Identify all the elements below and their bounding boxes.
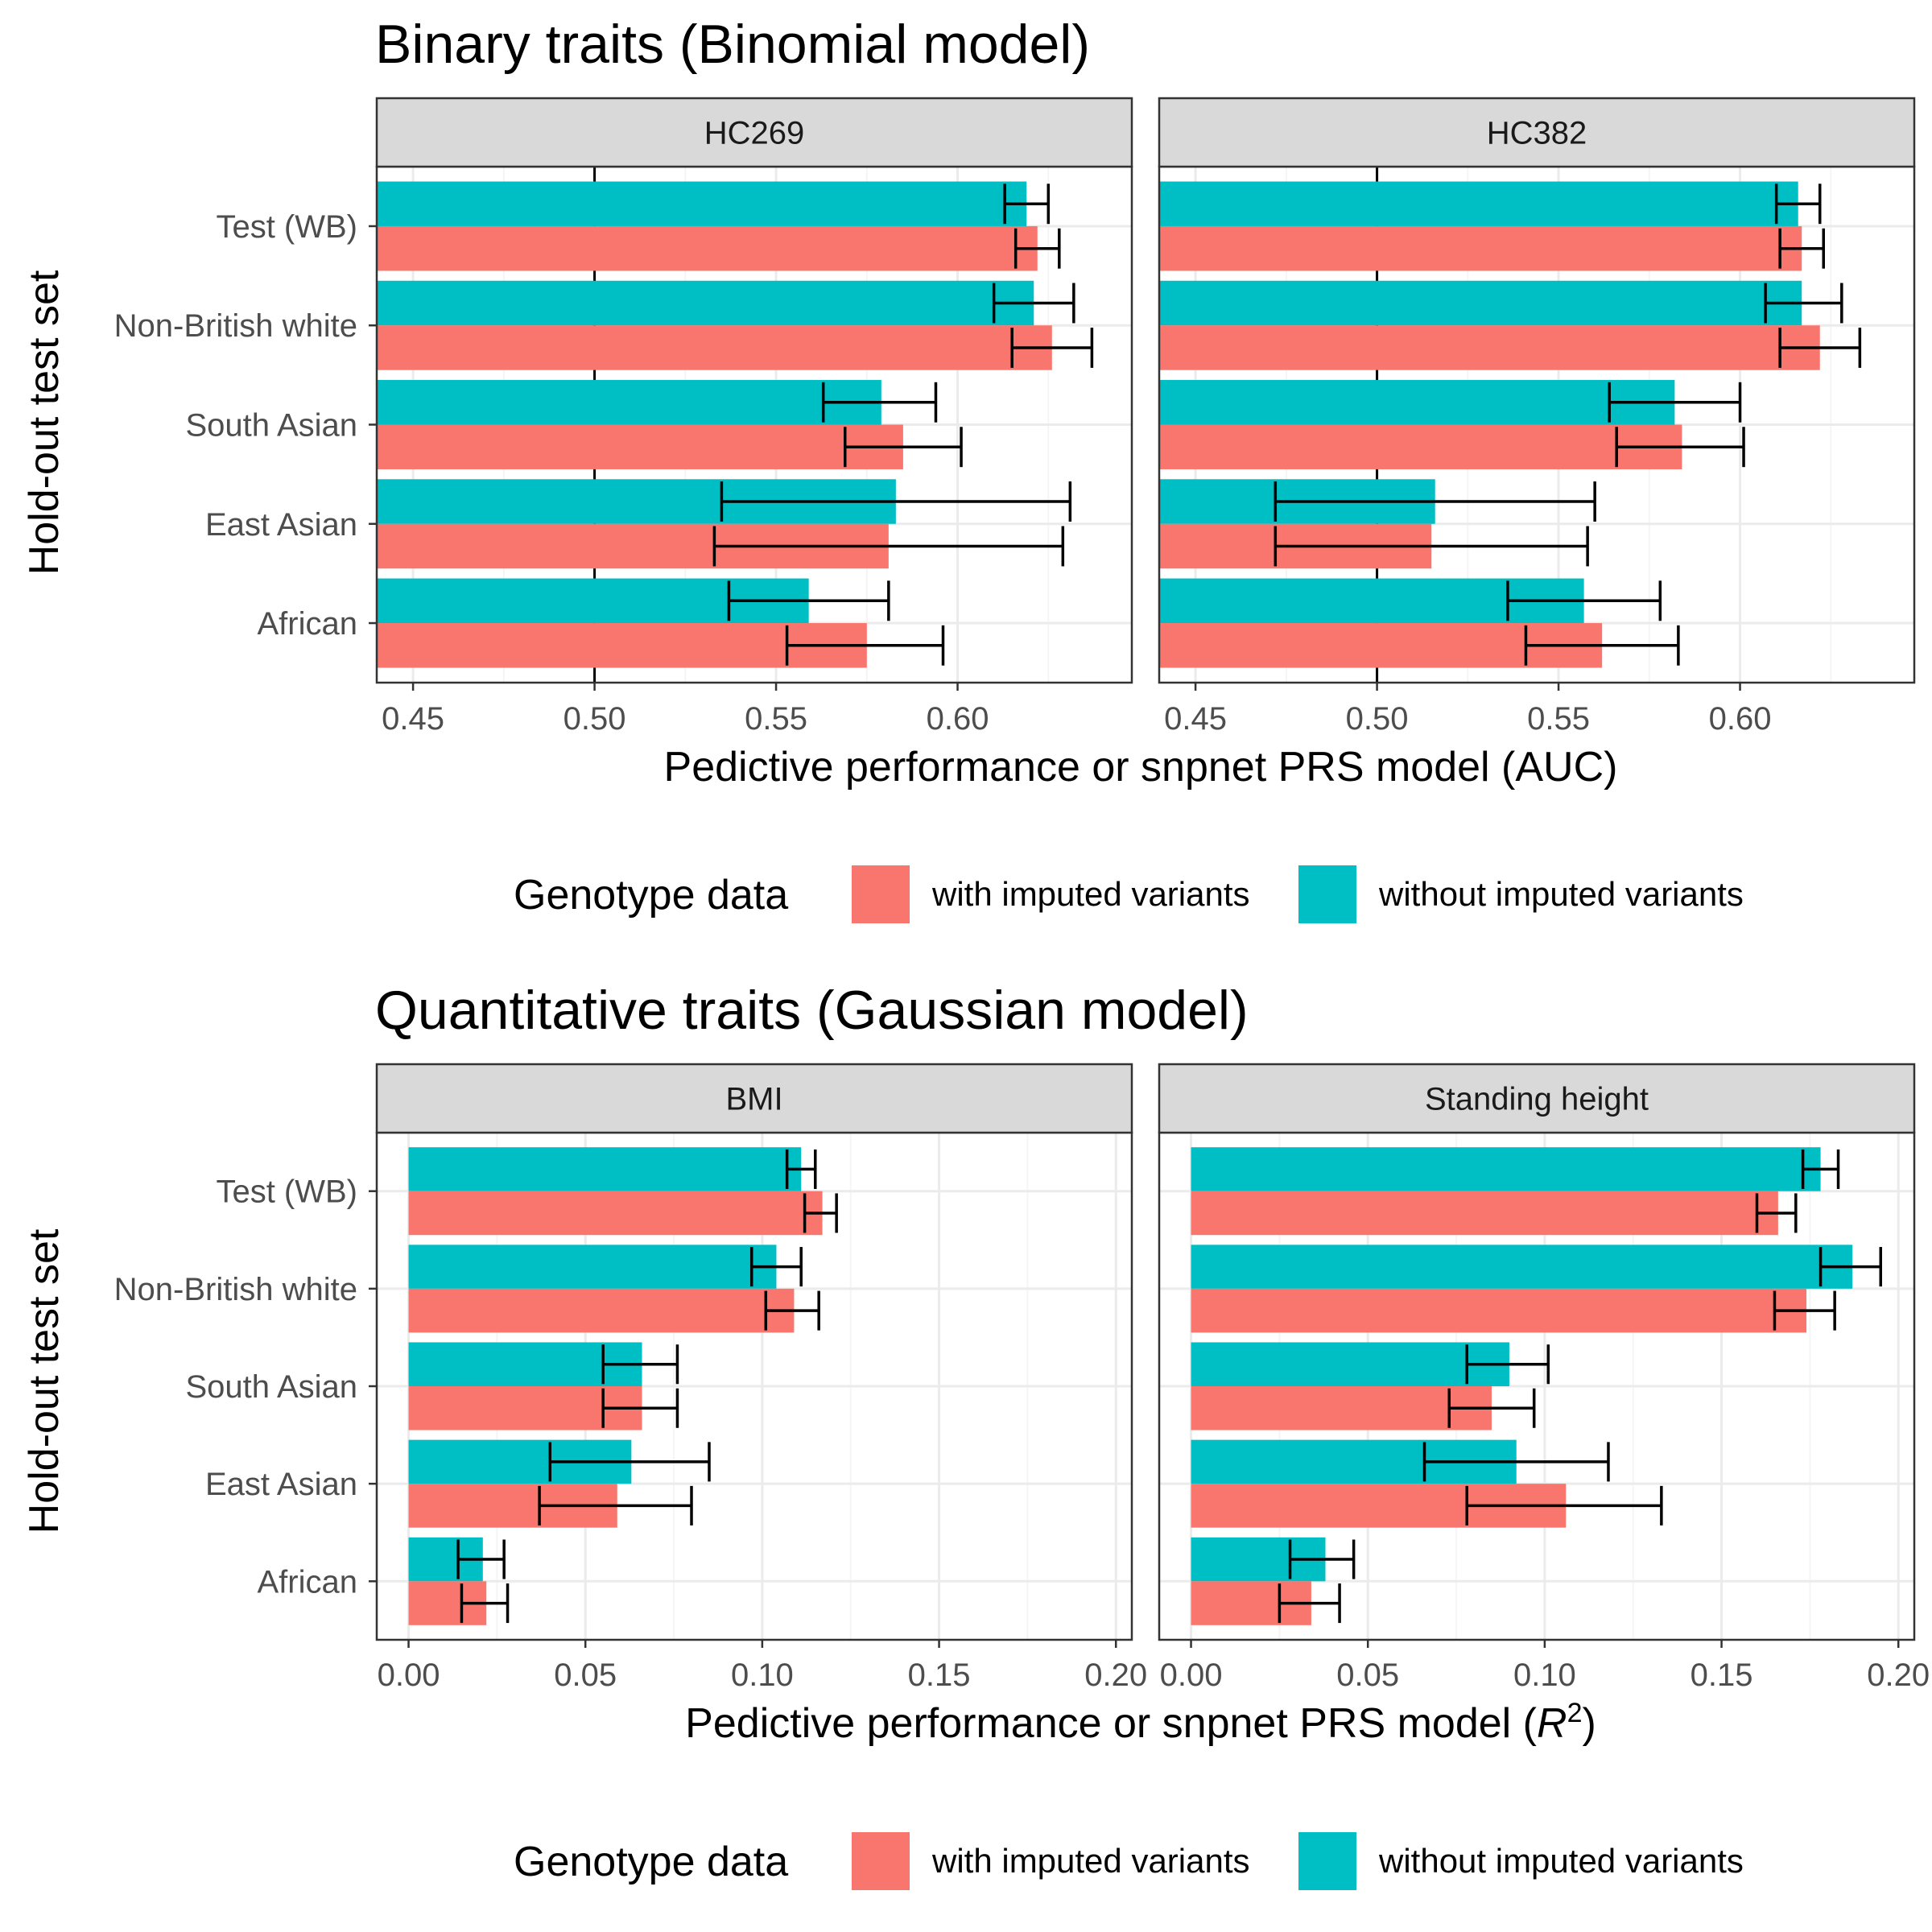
x-axis-title-prefix: Pedictive performance or snpnet PRS mode…	[685, 1700, 1538, 1747]
bar-without	[408, 1245, 777, 1289]
x-tick-label: 0.10	[731, 1657, 794, 1693]
strip-label: Standing height	[1425, 1082, 1649, 1117]
x-tick-label: 0.60	[1709, 701, 1772, 737]
strip-label: BMI	[725, 1082, 782, 1117]
x-tick-label: 0.05	[554, 1657, 617, 1693]
bar-with	[1159, 225, 1802, 271]
y-tick-label: Test (WB)	[216, 209, 357, 245]
bar-without	[377, 181, 1027, 226]
panel-bmi: BMI 0.00 0.05 0.10 0.15 0.20 Test (WB) Non-Brit…	[114, 1063, 1147, 1693]
bar-with	[1159, 424, 1682, 469]
bar-with	[1159, 325, 1820, 370]
strip-background	[1158, 97, 1916, 168]
x-tick-label: 0.15	[1690, 1657, 1753, 1693]
x-tick-label: 0.45	[1164, 701, 1227, 737]
bar-without	[1191, 1342, 1509, 1386]
x-tick-label: 0.00	[1160, 1657, 1223, 1693]
y-tick-label: African	[258, 1564, 358, 1600]
x-tick-label: 0.00	[378, 1657, 440, 1693]
legend-key-without	[1298, 1832, 1356, 1890]
bar-with	[1191, 1288, 1806, 1333]
bar-with	[377, 225, 1038, 271]
bar-without	[1159, 280, 1802, 326]
bar-with	[1191, 1386, 1492, 1430]
bar-with	[377, 325, 1052, 370]
x-axis-title-sup: 2	[1567, 1698, 1583, 1728]
strip-label: HC382	[1487, 116, 1587, 151]
legend-label-with: with imputed variants	[931, 875, 1250, 913]
bar-without	[1191, 1245, 1853, 1289]
x-axis-title-suffix: )	[1582, 1700, 1596, 1747]
y-tick-label: South Asian	[186, 408, 358, 444]
y-tick-label: African	[258, 606, 358, 642]
legend-key-with	[852, 1832, 910, 1890]
bar-without	[408, 1147, 802, 1191]
y-axis-title: Hold-out test set	[21, 1228, 68, 1534]
x-tick-label: 0.55	[1527, 701, 1590, 737]
legend: Genotype data with imputed variants withou…	[514, 865, 1744, 923]
x-tick-label: 0.20	[1084, 1657, 1147, 1693]
legend-label-without: without imputed variants	[1378, 1842, 1744, 1880]
x-axis-title: Pedictive performance or snpnet PRS mode…	[664, 744, 1618, 791]
strip-background	[1158, 1063, 1916, 1134]
strip-background	[375, 1063, 1133, 1134]
bar-with	[377, 623, 867, 668]
panel-hc269: HC269 0.45 0.50 0.55 0.60 Test (WB) Non-Britis…	[114, 97, 1133, 737]
x-axis-title: Pedictive performance or snpnet PRS mode…	[685, 1698, 1596, 1747]
x-tick-label: 0.45	[382, 701, 444, 737]
y-tick-label: East Asian	[205, 1467, 357, 1502]
legend-title: Genotype data	[514, 1839, 788, 1885]
chart-quantitative: Quantitative traits (Gaussian model) Hol…	[21, 980, 1930, 1890]
y-tick-label: Non-British white	[114, 1272, 357, 1307]
y-axis-title: Hold-out test set	[21, 270, 68, 575]
legend: Genotype data with imputed variants withou…	[514, 1832, 1744, 1890]
chart-binary: Binary traits (Binomial model) Hold-out …	[21, 14, 1916, 923]
legend-title: Genotype data	[514, 872, 788, 919]
x-tick-label: 0.60	[927, 701, 989, 737]
x-tick-label: 0.50	[564, 701, 626, 737]
x-tick-label: 0.20	[1867, 1657, 1930, 1693]
x-tick-label: 0.55	[745, 701, 807, 737]
x-tick-label: 0.10	[1513, 1657, 1576, 1693]
bar-with	[377, 424, 903, 469]
panel-standing-height: Standing height 0.00 0.05 0.10 0.15 0.20	[1158, 1063, 1930, 1693]
panel-hc382: HC382 0.45 0.50 0.55 0.60	[1158, 97, 1916, 737]
x-axis-title-var: R	[1537, 1700, 1567, 1747]
strip-background	[375, 97, 1133, 168]
bar-with	[408, 1191, 823, 1236]
legend-label-without: without imputed variants	[1378, 875, 1744, 913]
bar-with	[1191, 1191, 1778, 1236]
bar-without	[377, 380, 881, 425]
bar-with	[408, 1288, 795, 1333]
y-tick-label: South Asian	[186, 1369, 358, 1405]
x-tick-label: 0.50	[1346, 701, 1409, 737]
y-tick-label: East Asian	[205, 507, 357, 543]
y-tick-label: Non-British white	[114, 308, 357, 344]
legend-key-with	[852, 865, 910, 923]
x-tick-label: 0.05	[1336, 1657, 1399, 1693]
bar-without	[1159, 380, 1675, 425]
strip-label: HC269	[704, 116, 805, 151]
bar-without	[377, 280, 1034, 326]
y-tick-label: Test (WB)	[216, 1174, 357, 1210]
bar-without	[1191, 1147, 1821, 1191]
legend-key-without	[1298, 865, 1356, 923]
chart-title: Binary traits (Binomial model)	[375, 14, 1090, 75]
chart-title: Quantitative traits (Gaussian model)	[375, 980, 1249, 1041]
bar-without	[1159, 181, 1798, 226]
x-tick-label: 0.15	[908, 1657, 971, 1693]
legend-label-with: with imputed variants	[931, 1842, 1250, 1880]
